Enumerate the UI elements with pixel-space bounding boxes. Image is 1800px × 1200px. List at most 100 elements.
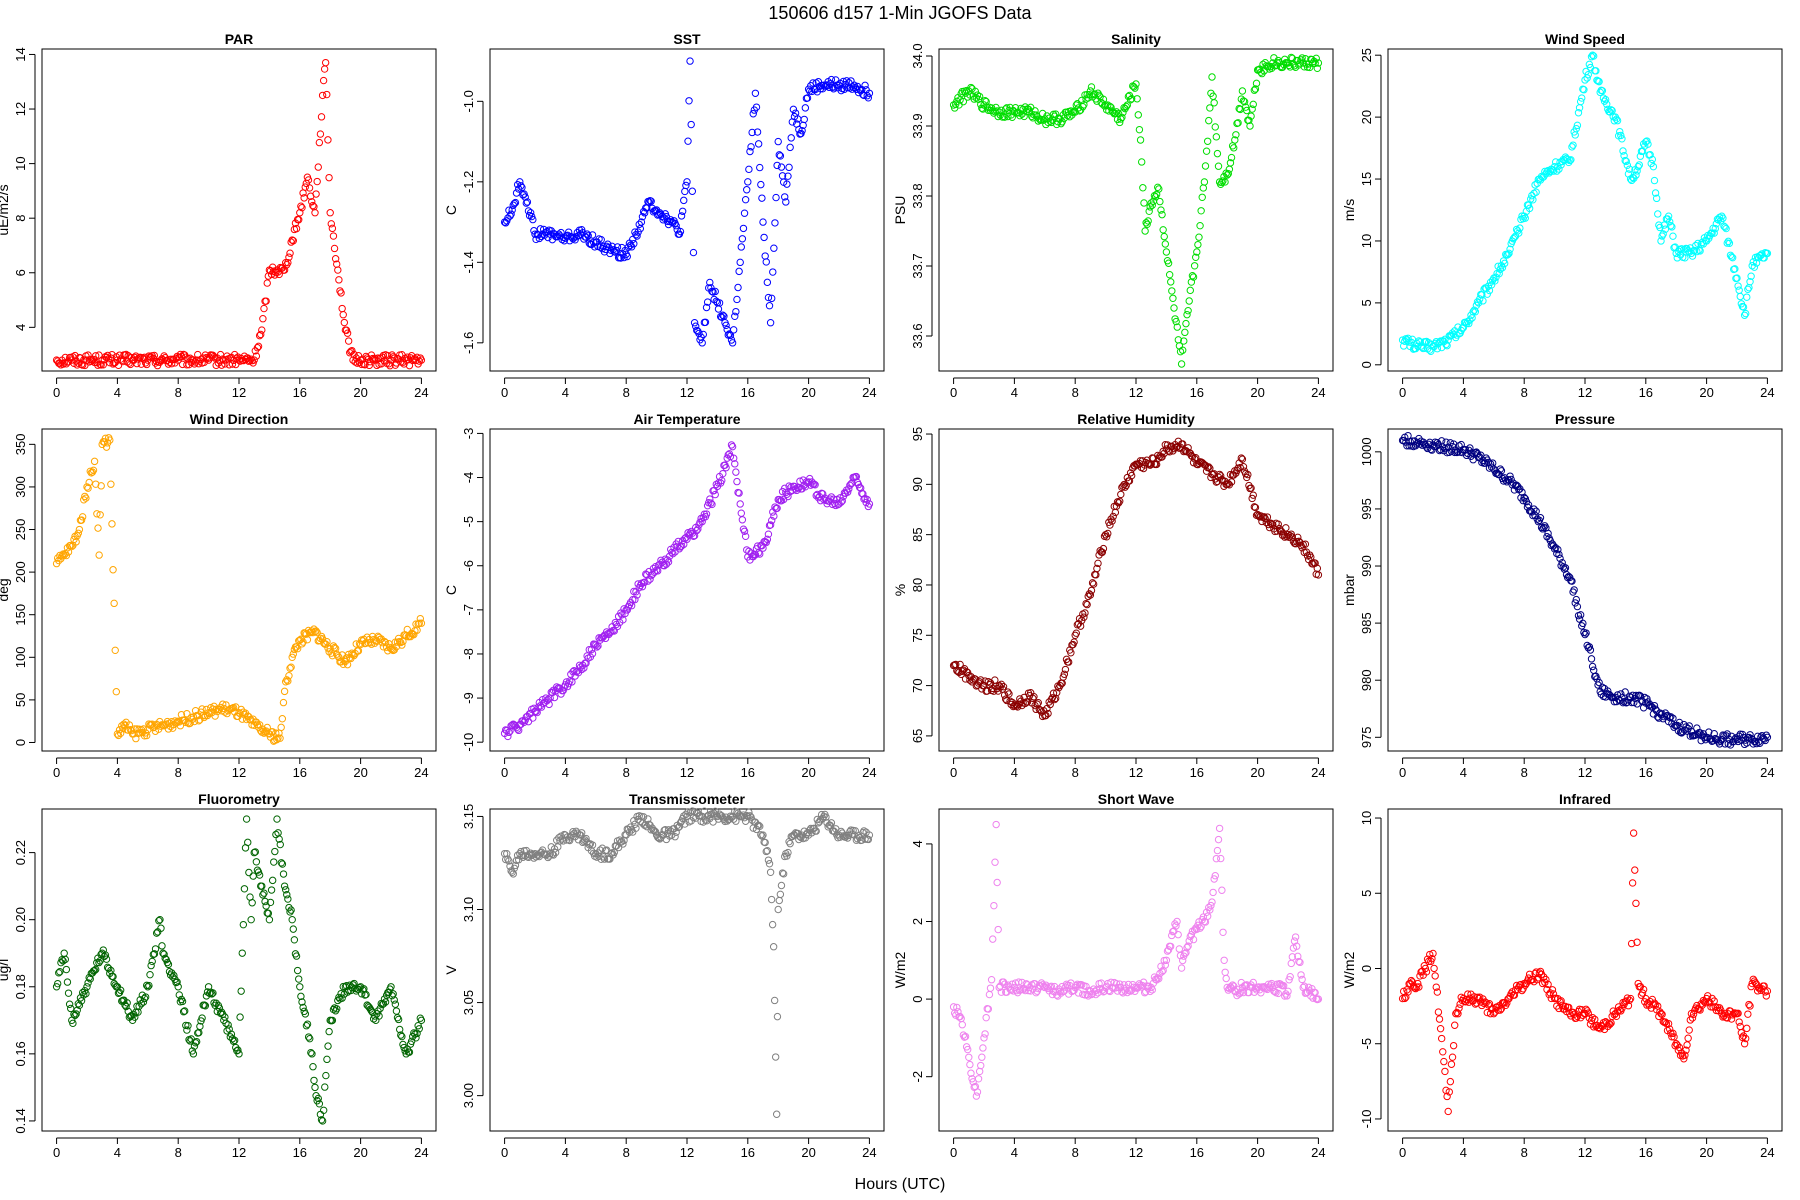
data-point [191,706,200,715]
data-point [405,1048,414,1056]
data-point [1724,237,1733,246]
x-tick-label: 8 [1072,385,1079,400]
data-point [82,989,90,998]
data-point [186,719,194,727]
data-point [276,734,284,742]
data-point [198,1014,206,1022]
x-tick-label: 12 [680,385,694,400]
data-point [1470,306,1478,314]
series-points [500,57,874,347]
panel-title: Transmissometer [629,791,745,807]
data-point [309,1062,317,1071]
data-point [298,203,306,212]
data-point [1516,224,1524,232]
data-point [671,832,679,841]
x-tick-label: 12 [232,385,246,400]
data-point [1489,1004,1497,1013]
data-point [639,813,648,821]
data-point [1036,116,1045,124]
data-point [1182,949,1190,957]
data-point [775,151,783,159]
data-point [1196,221,1204,230]
data-point [712,811,721,819]
x-tick-label: 8 [1072,1145,1079,1160]
data-point [1584,644,1592,652]
data-point [986,984,995,992]
data-point [1572,1014,1581,1022]
data-point [1656,1008,1664,1016]
data-point [1728,1011,1737,1019]
data-point [116,986,125,994]
data-point [371,354,379,362]
x-tick-label: 24 [414,765,428,780]
x-tick-label: 12 [1129,1145,1143,1160]
y-tick-label: -10 [461,733,476,752]
data-point [1172,317,1180,326]
data-point [510,199,519,208]
data-point [1735,1018,1743,1026]
data-point [754,140,763,148]
data-point [1102,533,1111,541]
data-point [1132,80,1140,88]
data-point [1207,901,1215,910]
data-point [783,852,791,860]
data-point [732,817,740,825]
data-point [803,94,812,102]
data-point [1743,1024,1751,1033]
data-point [289,236,297,245]
data-point [1616,127,1624,136]
data-point [1139,184,1147,192]
x-tick-label: 24 [414,385,428,400]
data-point [1414,979,1422,988]
data-point [284,895,292,903]
data-point [105,964,113,973]
data-point [1067,107,1075,115]
data-point [1239,97,1248,105]
data-point [1626,175,1635,183]
data-point [1089,90,1098,99]
data-point [1195,233,1203,241]
data-point [718,476,726,485]
data-point [225,1025,233,1033]
x-tick-label: 16 [1190,385,1204,400]
y-tick-label: -10 [1359,1110,1374,1129]
data-point [1214,835,1223,844]
data-point [729,326,738,334]
data-point [295,975,303,983]
data-point [1604,687,1612,695]
data-point [1422,968,1431,976]
y-axis-label: C [443,585,459,595]
data-point [685,97,693,105]
data-point [1158,967,1166,976]
data-point [1618,694,1626,702]
data-point [1466,316,1474,324]
data-point [1497,467,1506,475]
y-axis-label: ug/l [0,959,11,982]
data-point [754,821,763,830]
data-point [776,890,785,899]
data-point [686,57,694,65]
data-point [279,698,288,707]
data-point [690,319,699,327]
data-point [1532,188,1540,196]
data-point [699,330,707,339]
data-point [207,704,215,712]
data-point [714,305,723,313]
y-axis: -10-9-8-7-6-5-4-3 [461,428,484,752]
x-tick-label: 12 [1578,1145,1592,1160]
data-point [958,667,966,675]
data-point [810,480,818,488]
panel-title: Wind Speed [1545,31,1625,47]
data-point [1215,824,1224,833]
data-point [703,298,712,306]
data-point [1634,162,1642,171]
data-point [1205,463,1213,471]
data-point [1232,131,1240,139]
data-point [1443,1092,1451,1101]
data-point [1188,272,1197,280]
data-point [1162,248,1171,256]
data-point [1213,149,1222,158]
data-point [343,660,352,669]
data-point [619,250,627,258]
